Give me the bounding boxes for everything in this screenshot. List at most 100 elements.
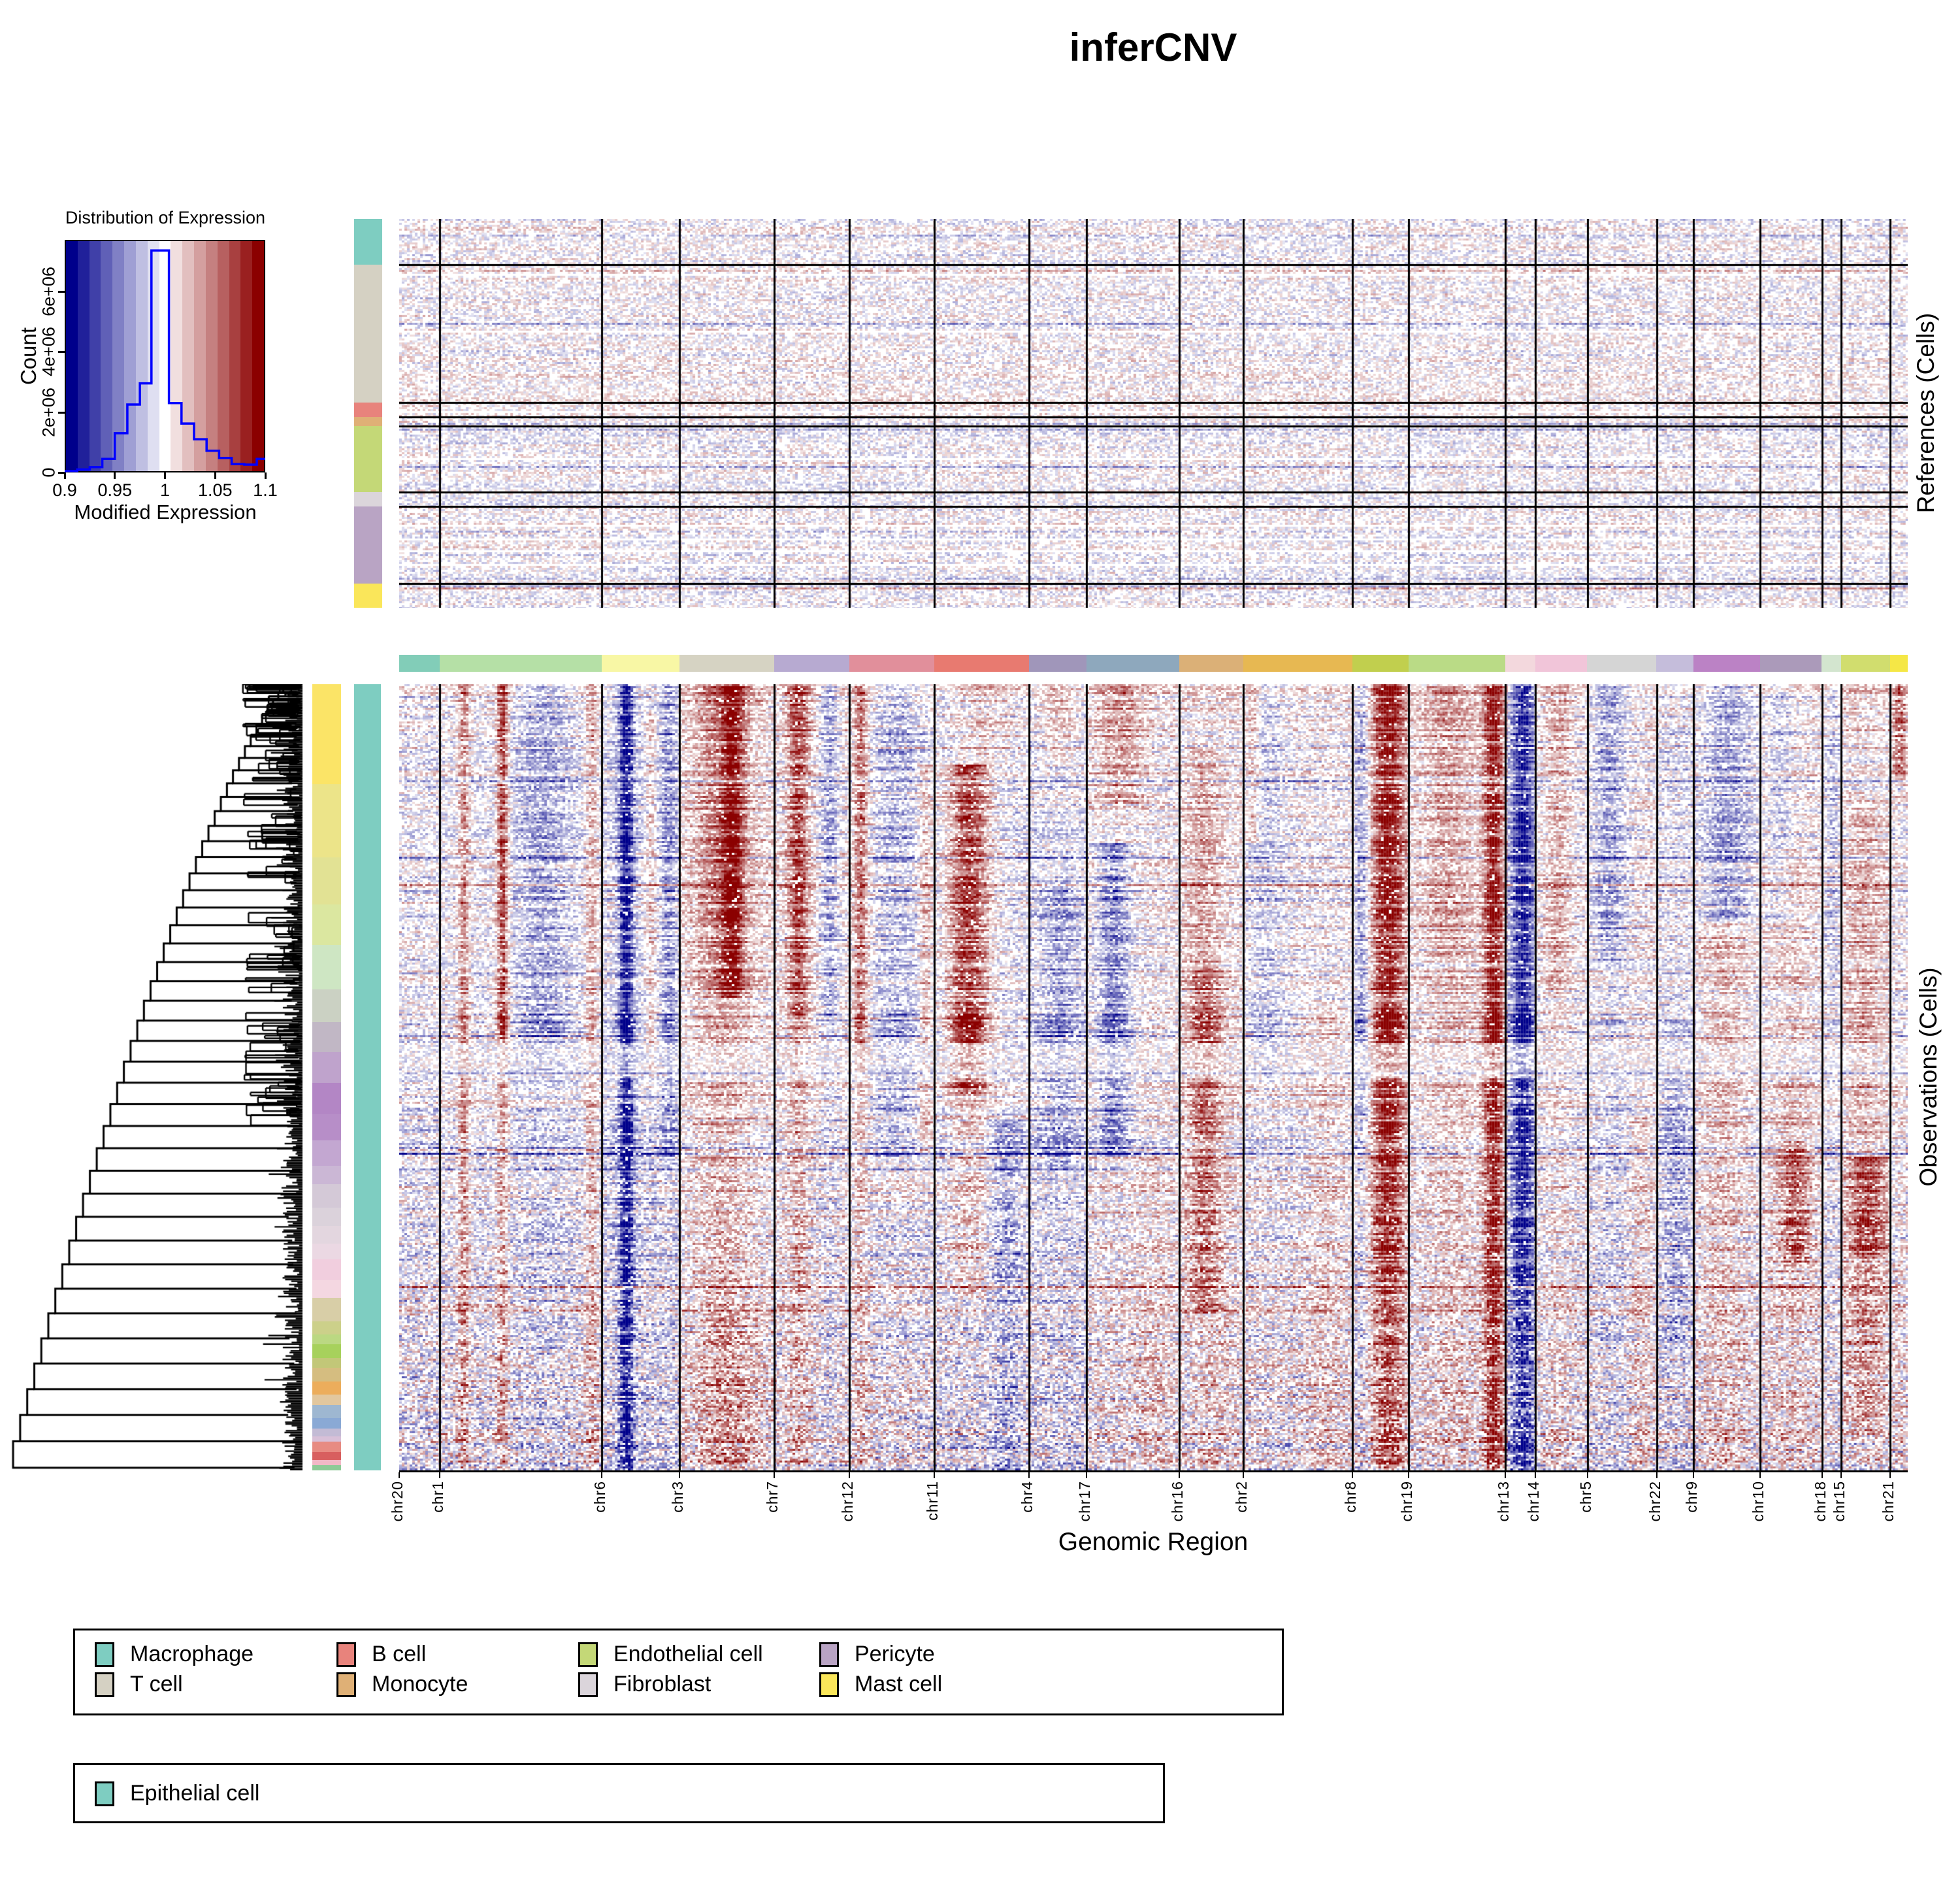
y-tick-label: 2e+06 <box>39 387 59 437</box>
x-tick-mark <box>114 472 116 479</box>
subcluster-segment <box>312 1183 341 1208</box>
legend-swatch <box>336 1672 356 1697</box>
chromosome-label: chr14 <box>1524 1481 1542 1522</box>
page-title: inferCNV <box>1069 25 1237 69</box>
y-tick-mark <box>58 472 65 474</box>
legend-swatch <box>95 1781 114 1806</box>
observations-heatmap-canvas <box>399 684 1908 1470</box>
chromosome-color-bar <box>399 655 1908 672</box>
chromosome-bar-segment <box>1535 655 1588 672</box>
dendrogram-canvas <box>7 684 304 1470</box>
legend-label: Pericyte <box>855 1642 935 1666</box>
chromosome-label: chr20 <box>389 1481 406 1522</box>
legend-label: Fibroblast <box>613 1672 711 1696</box>
chromosome-bar-segment <box>1086 655 1179 672</box>
chromosome-label: chr12 <box>839 1481 856 1522</box>
chromosome-label: chr3 <box>669 1481 686 1513</box>
references-side-label: References (Cells) <box>1912 312 1939 514</box>
gradient-band <box>112 241 125 471</box>
subcluster-segment <box>312 1334 341 1345</box>
subcluster-segment <box>312 1140 341 1166</box>
subcluster-segment <box>312 1280 341 1299</box>
reference-group-segment <box>354 506 382 584</box>
chromosome-tick-mark <box>679 1472 680 1478</box>
subcluster-segment <box>312 1395 341 1405</box>
chromosome-bar-segment <box>1587 655 1657 672</box>
legend-item: Endothelial cell <box>578 1642 763 1667</box>
chromosome-label: chr15 <box>1830 1481 1848 1522</box>
y-tick-mark <box>58 351 65 354</box>
gradient-band <box>240 241 253 471</box>
chromosome-label: chr8 <box>1341 1481 1359 1513</box>
chromosome-tick-mark <box>1586 1472 1588 1478</box>
subcluster-segment <box>312 1465 341 1470</box>
chromosome-label: chr6 <box>591 1481 609 1513</box>
distribution-ylabel: Count <box>16 327 41 386</box>
chromosome-bar-segment <box>1505 655 1535 672</box>
chromosome-bar-segment <box>1656 655 1693 672</box>
chromosome-tick-mark <box>1656 1472 1658 1478</box>
x-tick-label: 0.95 <box>97 480 133 500</box>
subcluster-segment <box>312 1436 341 1442</box>
chromosome-tick-mark <box>1242 1472 1244 1478</box>
legend-item: B cell <box>336 1642 426 1667</box>
chromosome-bar-segment <box>1352 655 1409 672</box>
chromosome-bar-segment <box>1840 655 1890 672</box>
chromosome-bar-segment <box>440 655 602 672</box>
chromosome-tick-mark <box>1692 1472 1694 1478</box>
observations-legend-box: Epithelial cell <box>73 1763 1165 1823</box>
subcluster-segment <box>312 1368 341 1381</box>
x-tick-label: 1.1 <box>253 480 278 500</box>
chromosome-bar-segment <box>399 655 440 672</box>
chromosome-bar-segment <box>1179 655 1243 672</box>
chromosome-bar-segment <box>1408 655 1505 672</box>
chromosome-tick-mark <box>774 1472 776 1478</box>
legend-item: Fibroblast <box>578 1672 711 1697</box>
chromosome-label: chr17 <box>1075 1481 1093 1522</box>
chromosome-bar-segment <box>1821 655 1841 672</box>
legend-label: Endothelial cell <box>613 1642 763 1666</box>
chromosome-tick-mark <box>601 1472 603 1478</box>
subcluster-segment <box>312 1344 341 1358</box>
legend-swatch <box>578 1642 598 1667</box>
genomic-region-axis-title: Genomic Region <box>1058 1528 1249 1556</box>
chromosome-label: chr2 <box>1232 1481 1250 1513</box>
chromosome-bar-segment <box>1889 655 1908 672</box>
chromosome-tick-mark <box>1840 1472 1842 1478</box>
subcluster-segment <box>312 784 341 857</box>
legend-label: T cell <box>130 1672 183 1696</box>
subcluster-segment <box>312 989 341 1023</box>
subcluster-segment <box>312 1208 341 1226</box>
chromosome-tick-mark <box>1889 1472 1891 1478</box>
subcluster-segment <box>312 904 341 946</box>
chromosome-bar-segment <box>1243 655 1352 672</box>
observations-epithelial-annotation-bar <box>354 684 381 1470</box>
chromosome-tick-mark <box>849 1472 850 1478</box>
reference-group-segment <box>354 584 382 608</box>
legend-label: Mast cell <box>855 1672 943 1696</box>
reference-group-segment <box>354 265 382 403</box>
subcluster-segment <box>312 1298 341 1322</box>
chromosome-tick-mark <box>1351 1472 1353 1478</box>
chromosome-tick-mark <box>1085 1472 1087 1478</box>
gradient-band <box>205 241 218 471</box>
legend-label: Monocyte <box>372 1672 468 1696</box>
chromosome-tick-mark <box>1821 1472 1823 1478</box>
chromosome-label: chr16 <box>1168 1481 1186 1522</box>
subcluster-segment <box>312 1451 341 1460</box>
gradient-band <box>229 241 241 471</box>
chromosome-bar-segment <box>1759 655 1822 672</box>
subcluster-segment <box>312 1114 341 1140</box>
chromosome-label: chr5 <box>1576 1481 1594 1513</box>
subcluster-segment <box>312 1428 341 1436</box>
x-tick-label: 1.05 <box>197 480 233 500</box>
legend-swatch <box>819 1642 839 1667</box>
gradient-band <box>89 241 101 471</box>
chromosome-label: chr9 <box>1682 1481 1700 1513</box>
legend-swatch <box>95 1672 114 1697</box>
x-tick-mark <box>164 472 166 479</box>
chromosome-label: chr21 <box>1879 1481 1897 1522</box>
chromosome-label: chr7 <box>764 1481 781 1513</box>
gradient-band <box>182 241 195 471</box>
